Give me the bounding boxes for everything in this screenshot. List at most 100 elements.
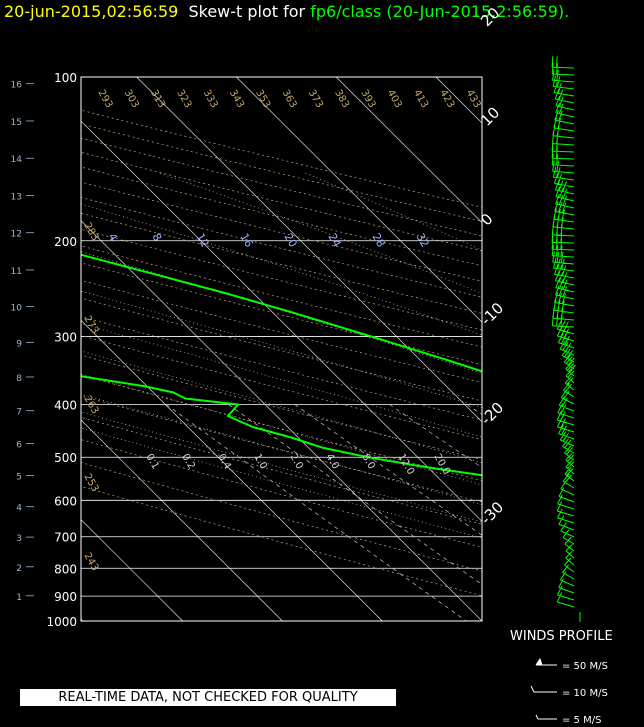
height-tick-label: 5 [16,473,22,483]
pressure-tick-label: 900 [54,590,77,604]
moist-adiabat-line [81,393,482,505]
height-tick-label: 8 [16,374,22,384]
dry-adiabat-label: 353 [253,88,272,110]
dry-adiabat-line [81,166,482,267]
title-label: Skew-t plot for [188,2,306,21]
isotherm-line [81,220,482,621]
dry-adiabat-line [81,123,482,222]
dry-adiabat-label: 413 [411,88,430,110]
height-tick-label: 14 [11,155,23,165]
dry-adiabat-line [81,212,482,314]
isotherm-line [81,120,482,522]
dry-adiabat-label: 303 [122,88,141,110]
dry-adiabat-label: 283 [81,221,100,243]
dry-adiabat-label: 243 [81,551,100,573]
mixing-ratio-label: 24 [325,231,343,250]
title-datetime: 20-jun-2015,02:56:59 [4,2,179,21]
temperature-tick-label: 20 [477,4,503,30]
mixing-ratio-label: 4 [105,231,120,244]
moist-adiabat-line [81,290,482,408]
dry-adiabat-label: 253 [81,472,100,494]
pressure-tick-label: 500 [54,451,77,465]
mixing-ratio-line [166,404,467,621]
dewpoint-profile-line [81,375,482,477]
wind-barb-glyphs [551,56,576,608]
mixing-ratio-label: 2.0 [287,452,304,471]
legend-half-barb-icon [535,714,557,720]
pressure-tick-label: 600 [54,494,77,508]
mixing-ratio-label: 12 [193,231,211,250]
dry-adiabat-label: 333 [201,88,220,110]
dry-adiabat-line [81,197,482,298]
dry-adiabat-line [81,335,482,440]
moist-adiabat-line [81,203,482,336]
dry-adiabat-label: 363 [280,88,299,110]
pressure-tick-label: 800 [54,562,77,576]
dry-adiabat-line [81,354,482,461]
temperature-tick-label: 10 [477,104,503,130]
pressure-tick-label: 200 [54,235,77,249]
mixing-ratio-label: 32 [413,231,431,250]
wind-legend: = 50 M/S = 10 M/S = 5 M/S [530,657,608,726]
wind-profile-title: WINDS PROFILE [510,629,613,644]
isotherm-line [81,519,183,621]
height-tick-label: 4 [16,504,22,514]
dry-adiabat-line [81,262,482,365]
dry-adiabat-label: 263 [81,394,100,416]
mixing-ratio-label: 12.0 [395,452,416,477]
mixing-ratio-label: 20 [281,231,299,250]
dry-adiabat-line [81,485,482,597]
moist-adiabat-line [81,251,482,374]
dry-adiabat-label: 433 [464,88,483,110]
dry-adiabat-label: 383 [332,88,351,110]
dry-adiabat-label: 403 [385,88,404,110]
dry-adiabat-line [81,416,482,525]
mixing-ratio-label: 8 [149,231,164,244]
isotherm-line [536,77,644,621]
temperature-tick-label: 0 [477,210,496,229]
mixing-ratio-label: 0.4 [215,452,232,471]
skewt-profiles [81,253,482,477]
dry-adiabat-label: 373 [306,88,325,110]
dry-adiabat-line [81,152,482,252]
dry-adiabat-label: 393 [358,88,377,110]
dry-adiabat-line [81,439,482,548]
mixing-ratio-line [389,404,482,469]
moist-adiabat-line [81,350,482,464]
pressure-tick-label: 100 [54,71,77,85]
legend-pennant-icon [535,657,557,666]
mixing-ratio-line [639,405,644,622]
dry-adiabat-label: 273 [81,314,100,336]
dry-adiabat-line [81,395,482,503]
temperature-profile-line [81,253,482,373]
moist-adiabat-line [81,373,482,486]
isotherm-line [435,77,482,124]
mixing-ratio-label: 4.0 [323,452,340,471]
mixing-ratio-label: 16 [237,231,255,250]
height-tick-label: 1 [16,593,22,603]
wind-profile-barbs [551,56,581,622]
dry-adiabat-line [81,109,482,208]
height-tick-label: 16 [11,81,23,91]
dry-adiabat-label: 323 [174,88,193,110]
dry-adiabat-line [81,462,482,572]
isotherm-line [81,419,283,621]
mixing-ratio-line [228,404,482,585]
quality-disclaimer: REAL-TIME DATA, NOT CHECKED FOR QUALITY [20,689,396,706]
plot-frame [80,76,483,622]
dry-adiabat-line [81,316,482,421]
pressure-tick-label: 700 [54,531,77,545]
moist-adiabat-line [304,172,482,251]
dry-adiabat-line [81,374,482,481]
wind-legend-5: = 5 M/S [562,715,601,726]
mixing-ratio-label: 1.0 [251,452,268,471]
height-tick-label: 12 [11,230,22,240]
dry-adiabat-label: 293 [95,88,114,110]
dry-adiabat-line [81,228,482,331]
dry-adiabat-line [81,279,482,383]
dry-adiabat-line [81,297,482,402]
mixing-ratio-label: 20.0 [431,452,452,477]
height-tick-label: 7 [16,408,22,418]
title-end: . [564,2,570,21]
